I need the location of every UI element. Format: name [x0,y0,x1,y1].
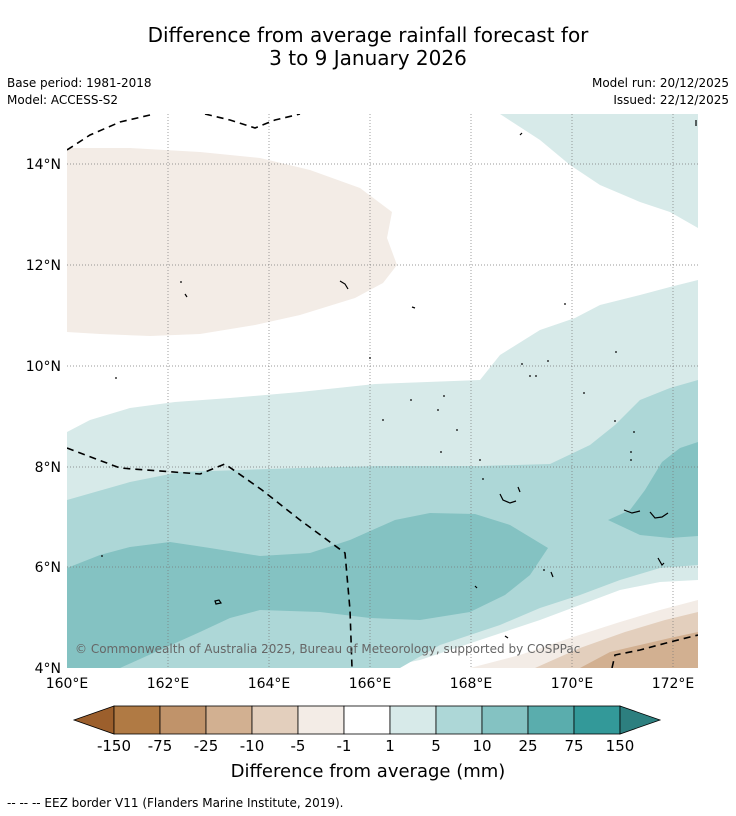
colorbar-tick-label: -5 [291,737,306,755]
colorbar-swatch [343,705,391,735]
colorbar-swatch [113,705,161,735]
colorbar-swatch [481,705,529,735]
colorbar-tick-label: 75 [564,737,583,755]
gridlines [67,114,698,668]
colorbar-extend-low [72,705,115,735]
lon-label: 162°E [147,676,190,692]
eez-footnote: -- -- -- EEZ border V11 (Flanders Marine… [7,796,344,810]
lon-label: 172°E [652,676,695,692]
eez-border [67,114,698,668]
colorbar-tick-label: -75 [148,737,173,755]
longitude-labels: 160°E 162°E 164°E 166°E 168°E 170°E 172°… [46,676,695,692]
colorbar-swatch [251,705,299,735]
colorbar-swatch [389,705,437,735]
lat-label: 6°N [35,560,61,576]
base-period: Base period: 1981-2018 [7,76,152,90]
colorbar: -150 -75 -25 -10 -5 -1 1 5 10 25 75 150 [72,705,662,755]
colorbar-swatch [297,705,345,735]
colorbar-tick-label: -1 [337,737,352,755]
island-dots [101,281,635,571]
colorbar-tick-label: 25 [518,737,537,755]
colorbar-swatch [159,705,207,735]
lat-label: 12°N [26,258,61,274]
colorbar-swatch [435,705,483,735]
colorbar-tick-label: 5 [431,737,441,755]
copyright-text: © Commonwealth of Australia 2025, Bureau… [75,642,580,656]
colorbar-extend-high [619,705,662,735]
colorbar-tick-label: 10 [472,737,491,755]
lat-label: 8°N [35,460,61,476]
map-title-line1: Difference from average rainfall forecas… [147,23,589,47]
region-dry-1to5 [67,148,397,336]
model-run: Model run: 20/12/2025 [591,76,729,90]
lon-label: 160°E [46,676,89,692]
lon-label: 170°E [551,676,594,692]
colorbar-swatch [573,705,621,735]
colorbar-swatch [205,705,253,735]
region-wet-10to25 [67,513,548,668]
region-wet-1to5-ne [500,114,698,228]
lon-label: 164°E [248,676,291,692]
issued-date: Issued: 22/12/2025 [613,93,729,107]
model-name: Model: ACCESS-S2 [7,93,119,107]
map-title-line2: 3 to 9 January 2026 [269,46,467,70]
map-area: © Commonwealth of Australia 2025, Bureau… [67,114,698,668]
colorbar-tick-label: -10 [240,737,265,755]
colorbar-title: Difference from average (mm) [230,761,506,782]
lon-label: 166°E [349,676,392,692]
colorbar-tick-label: -25 [194,737,219,755]
island-outlines [184,120,697,639]
lat-label: 10°N [26,359,61,375]
lat-label: 14°N [26,157,61,173]
region-wet-10to25-east [608,442,698,538]
lon-label: 168°E [450,676,493,692]
colorbar-tick-label: 1 [385,737,395,755]
colorbar-tick-label: 150 [606,737,635,755]
colorbar-tick-label: -150 [97,737,131,755]
lat-label: 4°N [35,661,61,677]
colorbar-swatch [527,705,575,735]
latitude-labels: 14°N 12°N 10°N 8°N 6°N 4°N [26,157,61,677]
